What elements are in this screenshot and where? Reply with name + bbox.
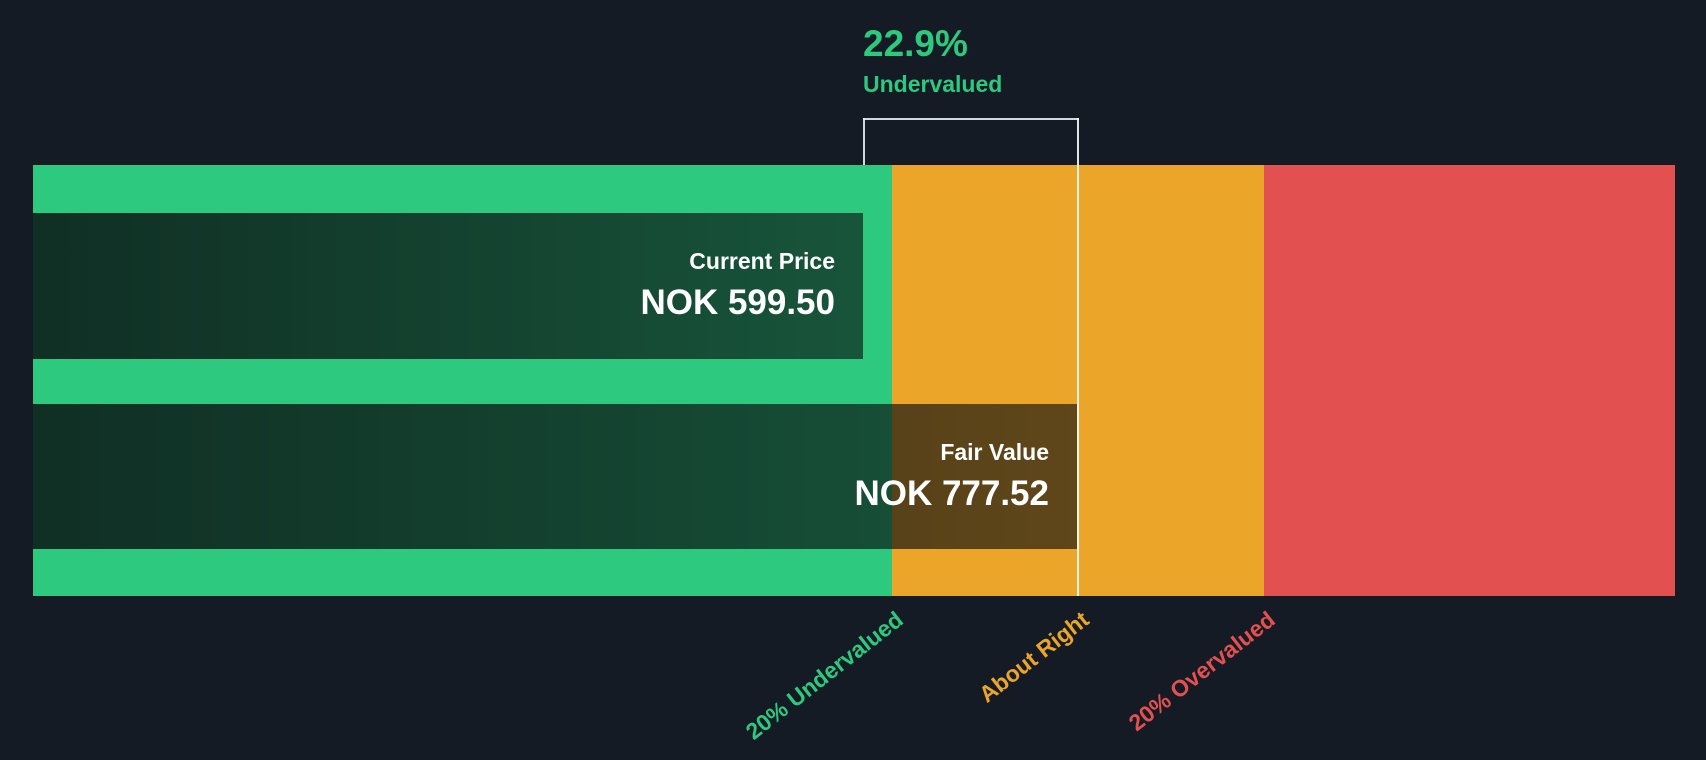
fair-value-value: NOK 777.52 [854, 473, 1049, 513]
current-price-bar: Current Price NOK 599.50 [33, 213, 863, 359]
fair-value-marker-line [1077, 118, 1079, 596]
zone-overvalued [1264, 165, 1675, 596]
fair-value-bar: Fair Value NOK 777.52 [33, 404, 1077, 549]
discount-bracket-left-tick [863, 118, 865, 165]
axis-label-about-right: About Right [974, 606, 1095, 708]
discount-bracket-line [863, 118, 1079, 120]
discount-percent: 22.9% [863, 23, 968, 64]
current-price-label: Current Price [689, 248, 835, 275]
current-price-value: NOK 599.50 [640, 283, 835, 323]
axis-label-20-overvalued: 20% Overvalued [1123, 606, 1281, 736]
discount-annotation: 22.9% Undervalued [863, 23, 1003, 97]
discount-label: Undervalued [863, 70, 1003, 97]
axis-label-20-undervalued: 20% Undervalued [740, 606, 909, 745]
fair-value-label: Fair Value [940, 438, 1049, 465]
